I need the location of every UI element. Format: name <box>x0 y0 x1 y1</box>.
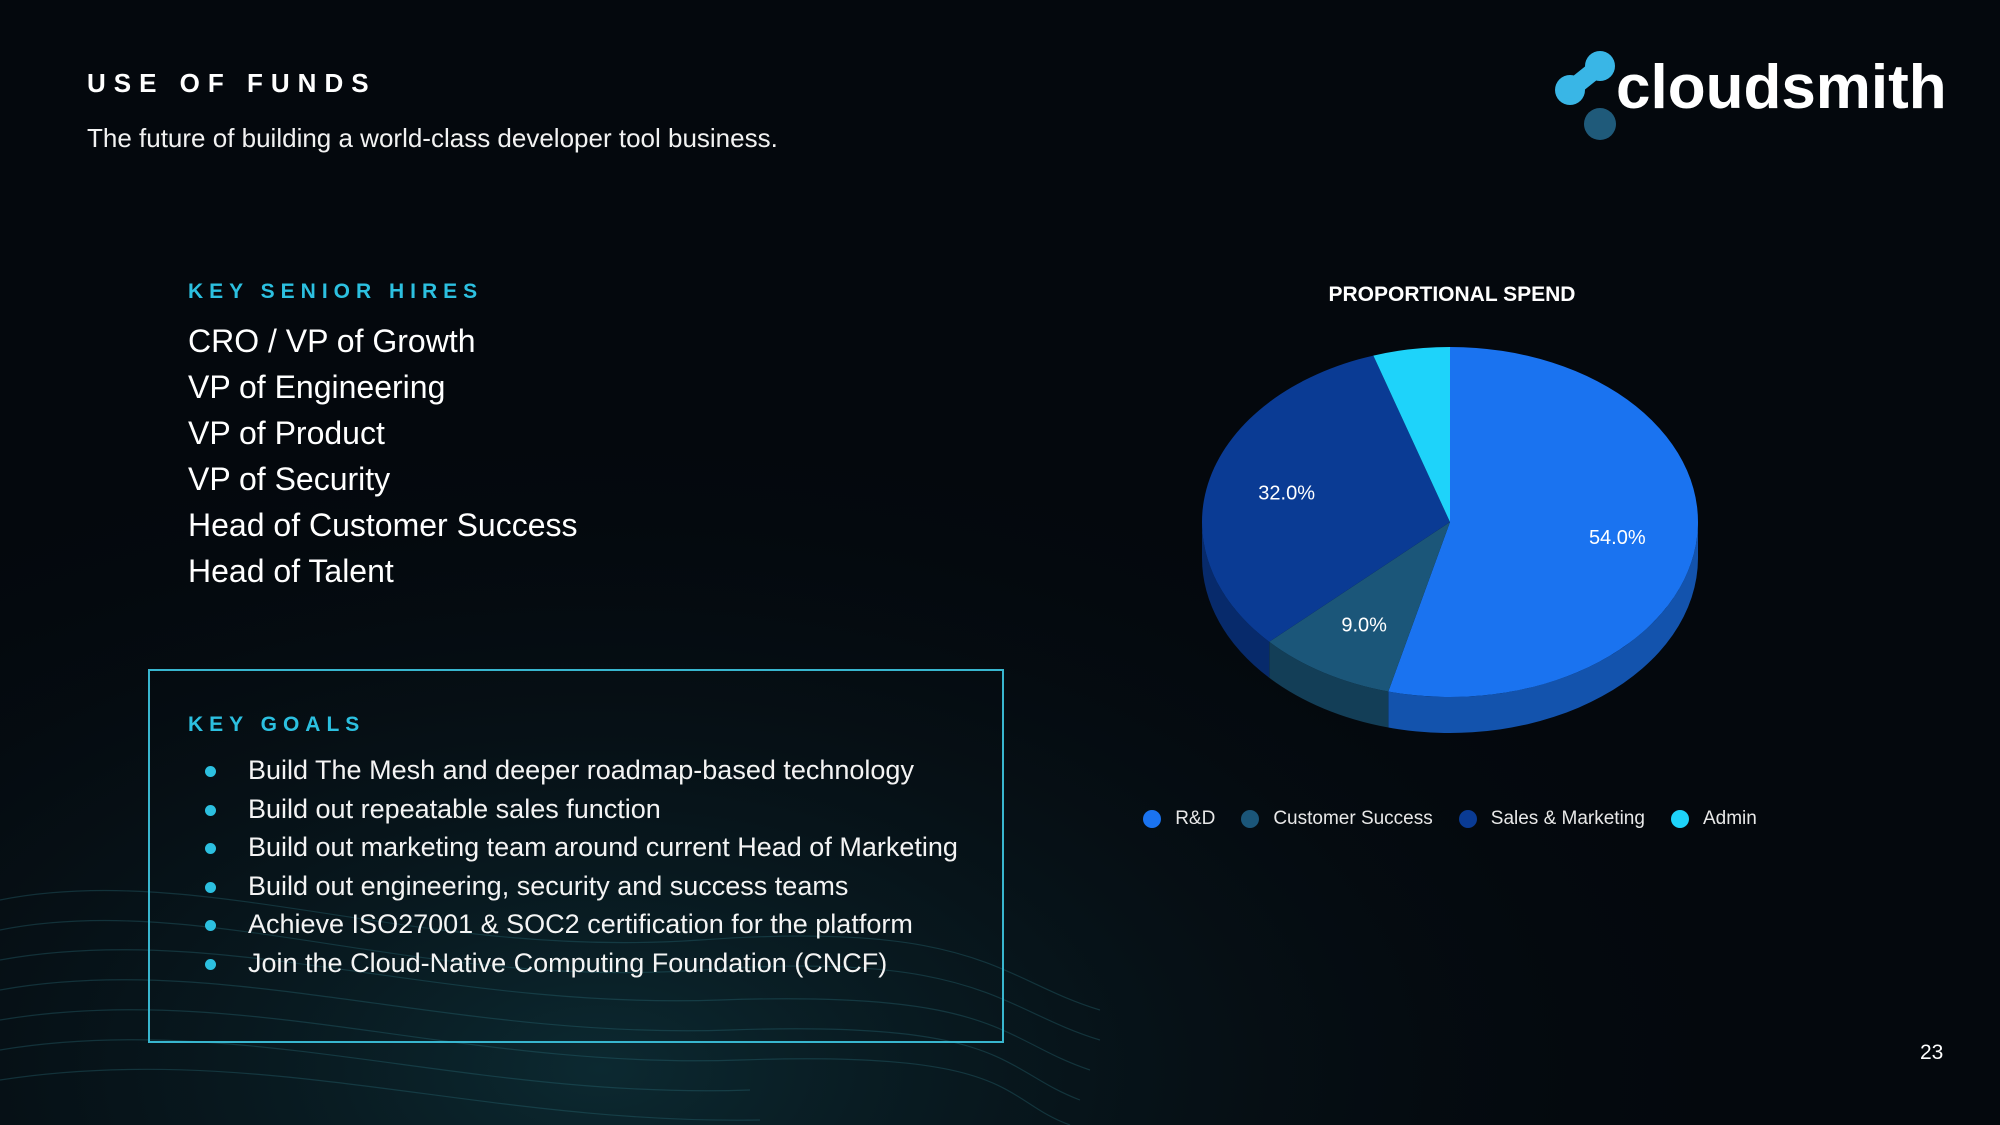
legend-item: R&D <box>1143 808 1215 830</box>
goal-item: Join the Cloud-Native Computing Foundati… <box>188 944 958 983</box>
pie-slice <box>1269 522 1450 692</box>
page-number: 23 <box>1920 1041 1944 1064</box>
cloudsmith-logo: cloudsmith <box>1550 46 1947 146</box>
bullet-icon <box>205 920 216 931</box>
legend-item: Customer Success <box>1241 808 1433 830</box>
bullet-icon <box>205 958 216 970</box>
legend-label: Sales & Marketing <box>1490 808 1645 829</box>
legend-swatch <box>1143 810 1162 828</box>
legend-label: Admin <box>1702 808 1757 829</box>
hires-list: CRO / VP of Growth VP of Engineering VP … <box>188 318 578 594</box>
legend-item: Admin <box>1670 808 1757 830</box>
pie-slice <box>1388 347 1698 697</box>
chart-title: PROPORTIONAL SPEND <box>1328 283 1576 306</box>
bullet-icon <box>205 804 216 816</box>
key-goals-box: KEY GOALS Build The Mesh and deeper road… <box>148 669 1004 1043</box>
page-subtitle: The future of building a world-class dev… <box>87 123 778 153</box>
goal-text: Join the Cloud-Native Computing Foundati… <box>248 947 888 978</box>
hires-title: KEY SENIOR HIRES <box>188 280 484 303</box>
goals-list: Build The Mesh and deeper roadmap-based … <box>188 751 958 982</box>
hire-item: Head of Talent <box>188 553 394 589</box>
hire-item: VP of Security <box>188 461 391 497</box>
legend-swatch <box>1670 810 1689 828</box>
pie-data-label: 32.0% <box>1258 482 1315 504</box>
pie-slice-side <box>1269 641 1389 728</box>
bullet-icon <box>205 766 216 777</box>
goal-item: Achieve ISO27001 & SOC2 certification fo… <box>188 905 958 944</box>
goal-item: Build The Mesh and deeper roadmap-based … <box>188 751 958 790</box>
goal-item: Build out repeatable sales function <box>188 790 958 829</box>
hire-item: Head of Customer Success <box>188 507 578 543</box>
legend-label: Customer Success <box>1273 808 1433 829</box>
goals-title: KEY GOALS <box>188 713 366 736</box>
chart-legend: R&D Customer Success Sales & Marketing Admi… <box>1100 808 1800 830</box>
hire-item: CRO / VP of Growth <box>188 323 476 359</box>
bullet-icon <box>205 843 216 854</box>
goal-text: Build out repeatable sales function <box>248 793 661 824</box>
pie-slice <box>1373 347 1450 522</box>
legend-label: R&D <box>1175 808 1216 829</box>
pie-slice-side <box>1202 522 1270 678</box>
pie-data-label: 9.0% <box>1341 614 1387 636</box>
goal-text: Build The Mesh and deeper roadmap-based … <box>248 755 914 785</box>
bullet-icon <box>205 881 216 893</box>
pie-chart: 54.0% 9.0% 32.0% <box>1202 347 1698 733</box>
goal-text: Achieve ISO27001 & SOC2 certification fo… <box>248 909 913 939</box>
hire-item: VP of Product <box>188 415 385 451</box>
legend-swatch <box>1241 810 1260 828</box>
page-title: USE OF FUNDS <box>87 68 377 98</box>
legend-item: Sales & Marketing <box>1458 808 1645 830</box>
cloudsmith-logo-icon <box>1555 51 1616 140</box>
hire-item: VP of Engineering <box>188 369 446 405</box>
key-senior-hires: KEY SENIOR HIRES CRO / VP of Growth VP o… <box>188 280 578 594</box>
pie-slice <box>1202 355 1450 642</box>
legend-swatch <box>1458 810 1477 828</box>
goal-item: Build out marketing team around current … <box>188 828 958 867</box>
goal-text: Build out marketing team around current … <box>248 832 958 862</box>
pie-slice-side <box>1388 522 1698 733</box>
logo-text: cloudsmith <box>1616 53 1947 122</box>
goal-item: Build out engineering, security and succ… <box>188 867 958 906</box>
goal-text: Build out engineering, security and succ… <box>248 870 849 901</box>
pie-data-label: 54.0% <box>1589 527 1646 549</box>
